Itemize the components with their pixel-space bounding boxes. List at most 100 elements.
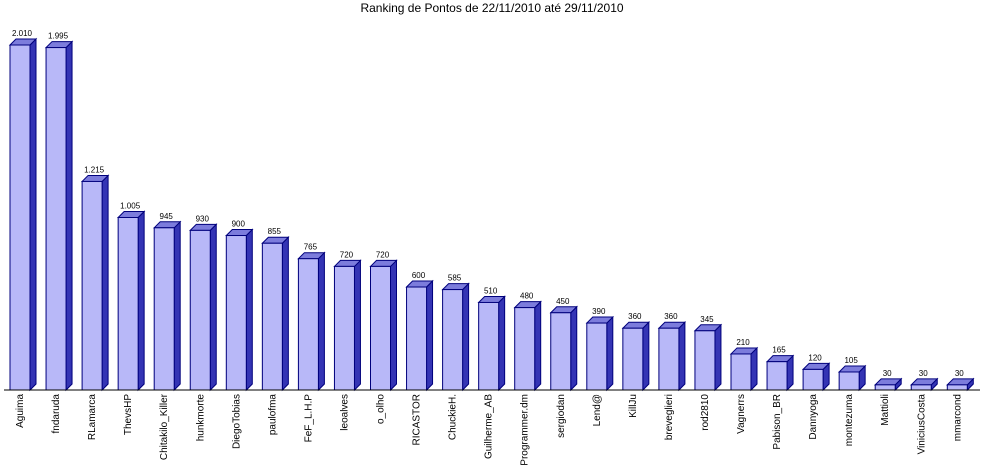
value-label: 585 <box>448 274 462 283</box>
bar-15: 450 sergiodan <box>549 297 578 438</box>
bar-side <box>390 259 397 392</box>
bar-14: 480 Programmer.dm <box>513 292 542 466</box>
category-label: breveglieri <box>664 394 675 440</box>
bar-front <box>874 384 896 391</box>
bar-front <box>189 229 211 391</box>
bar-side <box>678 321 686 392</box>
bar-side <box>462 282 470 392</box>
value-label: 1.005 <box>120 202 141 211</box>
bar-21: 165 Pabison_BR <box>765 346 795 450</box>
bar-side <box>353 259 361 392</box>
bar-23: 105 montezuma <box>837 356 867 447</box>
bar-25: 30 ViniciusCosta <box>910 369 939 454</box>
value-label: 900 <box>232 220 246 229</box>
bar-front <box>297 258 319 391</box>
bar-side <box>137 210 145 392</box>
category-label: DiegoTobias <box>231 394 242 449</box>
bar-side <box>750 346 758 392</box>
bar-front <box>730 353 752 391</box>
value-label: 210 <box>736 338 750 347</box>
bar-front <box>261 242 283 391</box>
value-label: 765 <box>304 243 318 252</box>
bar-12: 585 ChuckieH. <box>441 274 470 440</box>
bar-front <box>694 330 716 391</box>
bar-11: 600 RICASTOR <box>405 271 434 446</box>
bar-26: 30 mmarcond <box>946 369 975 441</box>
bar-9: 720 leoalves <box>333 250 362 431</box>
bar-1: 1.995 fndaruda <box>44 32 74 433</box>
category-label: Guilherme_AB <box>484 394 495 459</box>
category-label: montezuma <box>844 394 855 447</box>
bar-13: 510 Guilherme_AB <box>477 286 506 459</box>
bar-front <box>9 44 31 391</box>
value-label: 930 <box>196 214 210 223</box>
value-label: 720 <box>340 250 354 259</box>
bar-front <box>442 289 464 391</box>
bar-front <box>802 368 824 391</box>
bar-front <box>406 286 428 391</box>
category-label: KillJu <box>628 394 639 418</box>
value-label: 30 <box>919 369 928 378</box>
category-label: Aguima <box>15 394 26 428</box>
value-label: 1.215 <box>84 165 105 174</box>
value-label: 30 <box>883 369 892 378</box>
bar-19: 345 rod2810 <box>693 315 723 431</box>
bar-front <box>946 384 968 391</box>
value-label: 120 <box>808 353 822 362</box>
bar-side <box>498 295 506 392</box>
bar-0: 2.010 Aguima <box>8 29 38 428</box>
bar-front <box>333 265 355 391</box>
bars-group: 2.010 Aguima 1.995 fndaruda 1.215 RLamarca 1.0… <box>8 29 975 466</box>
bar-side <box>570 305 578 392</box>
value-label: 345 <box>700 315 714 324</box>
category-label: Programmer.dm <box>520 394 531 466</box>
category-label: ChuckieH. <box>448 394 459 440</box>
value-label: 105 <box>844 356 858 365</box>
bar-front <box>586 322 608 391</box>
bar-front <box>658 327 680 391</box>
value-label: 360 <box>628 312 642 321</box>
bar-side <box>534 300 542 392</box>
category-label: Chitakilo_Killer <box>159 393 170 460</box>
category-label: Vagnerrs <box>736 394 747 434</box>
bar-3: 1.005 ThevsHP <box>116 202 146 435</box>
value-label: 1.995 <box>48 32 69 41</box>
value-label: 165 <box>772 346 786 355</box>
value-label: 2.010 <box>12 29 33 38</box>
bar-front <box>478 301 500 391</box>
category-label: o_olho <box>376 394 387 424</box>
bar-side <box>606 315 614 392</box>
category-label: Dannyoga <box>808 394 819 440</box>
value-label: 480 <box>520 292 534 301</box>
bar-side <box>317 251 325 392</box>
bar-side <box>101 174 109 392</box>
category-label: leoalves <box>339 394 350 431</box>
bar-18: 360 breveglieri <box>657 312 687 440</box>
category-label: Lend@ <box>592 394 603 426</box>
value-label: 30 <box>955 369 964 378</box>
bar-front <box>117 217 139 391</box>
bar-side <box>29 37 37 392</box>
bar-front <box>838 371 860 391</box>
value-label: 450 <box>556 297 570 306</box>
bar-17: 360 KillJu <box>621 312 651 418</box>
bar-7: 855 paulofma <box>261 227 290 435</box>
bar-front <box>622 327 644 391</box>
category-label: FeF_L.H.P <box>303 394 314 443</box>
category-label: Mattioli <box>880 394 891 426</box>
value-label: 600 <box>412 271 426 280</box>
category-label: rod2810 <box>700 394 711 431</box>
bar-20: 210 Vagnerrs <box>729 338 759 434</box>
category-label: sergiodan <box>556 394 567 438</box>
bar-front <box>766 361 788 391</box>
bar-front <box>153 227 175 391</box>
bar-2: 1.215 RLamarca <box>80 165 110 441</box>
category-label: RLamarca <box>87 394 98 441</box>
category-label: ThevsHP <box>123 394 134 435</box>
bar-5: 930 hunkmorte <box>189 214 218 442</box>
bar-24: 30 Mattioli <box>873 369 903 426</box>
bar-side <box>173 220 181 392</box>
category-label: hunkmorte <box>195 394 206 442</box>
bar-22: 120 Dannyoga <box>801 353 831 440</box>
